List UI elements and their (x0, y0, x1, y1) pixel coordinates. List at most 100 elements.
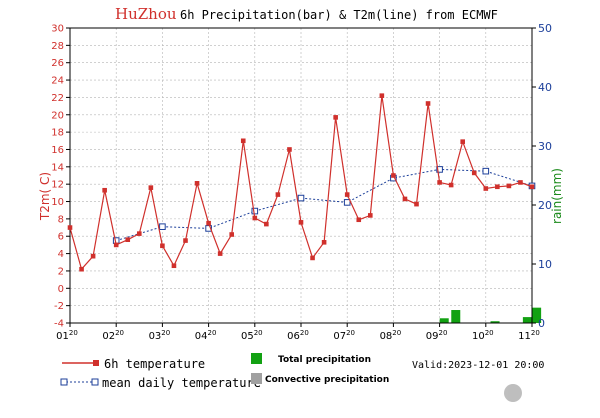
legend-total-precip-label: Total precipitation (278, 355, 371, 365)
watermark-logo: 浙江天气 (504, 384, 574, 402)
x-tick-label-1: 0220 (102, 329, 124, 342)
legend-mean-label: mean daily temperature (102, 376, 261, 390)
temp6h-point-25 (356, 217, 362, 223)
temp6h-point-11 (194, 181, 200, 186)
y2-tick-label-3: 30 (538, 140, 552, 153)
x-tick-label-9: 1020 (472, 329, 494, 342)
x-axis-ticks: 0120 0220 0320 0420 0520 0620 0720 0820 0920 1020… (56, 323, 540, 342)
legend-mean-marker-left (60, 378, 68, 386)
temp6h-point-28 (391, 173, 396, 178)
valid-time: Valid:2023-12-01 20:00 (412, 360, 544, 371)
temp6h-point-1 (79, 266, 84, 272)
temp6h-point-2 (90, 253, 96, 259)
temp6h-point-24 (344, 192, 350, 197)
y-tick-label-7: 10 (51, 197, 64, 208)
temp6h-point-19 (287, 147, 292, 152)
watermark-text: 浙江天气 (526, 385, 574, 400)
y-axis-label-right: rain(mm) (550, 168, 564, 224)
temp6h-point-38 (506, 183, 512, 189)
x-tick-label-8: 0920 (426, 329, 448, 342)
temp6h-point-31 (425, 101, 431, 106)
temp6h-point-13 (217, 251, 223, 256)
temp6h-point-15 (240, 138, 246, 144)
y-tick-label-1: -2 (54, 301, 64, 312)
y2-tick-label-5: 50 (538, 22, 552, 35)
watermark-icon (504, 384, 522, 402)
temp6h-point-9 (171, 263, 177, 269)
right-axis-ticks: 0 10 20 30 40 50 (532, 22, 552, 330)
y-tick-label-3: 2 (58, 266, 64, 277)
temp6h-point-5 (125, 237, 131, 243)
y-tick-label-8: 12 (51, 180, 64, 191)
temp6h-point-17 (264, 221, 269, 227)
y-axis-label-left: T2m( C) (38, 172, 52, 221)
legend-temp6h-marker (93, 360, 99, 366)
temp6h-point-22 (321, 240, 327, 245)
mean-temp-point-8 (482, 167, 490, 175)
grid-lines (69, 27, 533, 324)
temp6h-point-8 (160, 243, 165, 249)
temp6h-point-33 (448, 182, 454, 188)
y-tick-label-15: 26 (51, 58, 64, 69)
y-tick-label-13: 22 (51, 93, 64, 104)
precip-bar-3 (522, 317, 532, 323)
chart-title: 6h Precipitation(bar) & T2m(line) from E… (180, 8, 498, 22)
y-tick-label-11: 18 (51, 128, 64, 139)
mean-temp-point-1 (159, 223, 166, 230)
temp6h-point-34 (460, 139, 465, 144)
y-tick-label-9: 14 (51, 162, 64, 173)
temp6h-point-36 (483, 186, 489, 191)
y-tick-label-6: 8 (58, 214, 64, 225)
temp6h-point-16 (252, 215, 258, 221)
mean-temp-point-2 (205, 225, 212, 232)
y2-tick-label-4: 40 (538, 81, 552, 94)
temp6h-point-35 (471, 170, 477, 176)
temp6h-point-4 (113, 242, 119, 248)
temp6h-point-23 (333, 115, 338, 120)
temp6h-point-30 (414, 201, 419, 207)
legend-total-precip-swatch (251, 353, 262, 364)
x-tick-label-2: 0320 (149, 329, 171, 342)
legend: 6h temperature mean daily temperature To… (60, 353, 544, 390)
precipitation-bars (439, 307, 542, 323)
temp6h-point-32 (437, 180, 442, 185)
temperature-series (67, 93, 536, 272)
temp6h-point-39 (518, 180, 523, 185)
temp6h-point-26 (368, 213, 373, 218)
temp6h-point-18 (275, 192, 281, 197)
mean-temp-point-4 (297, 194, 305, 202)
temp6h-point-10 (183, 238, 188, 243)
mean-temp-point-7 (436, 166, 443, 173)
temp6h-point-37 (495, 184, 500, 190)
x-tick-label-6: 0720 (333, 329, 355, 342)
y-tick-label-4: 4 (58, 249, 64, 260)
y-tick-label-16: 28 (51, 41, 64, 52)
y-tick-label-12: 20 (51, 110, 64, 121)
mean-temp-point-5 (343, 199, 351, 206)
temp6h-point-0 (67, 225, 73, 230)
legend-conv-precip-swatch (251, 373, 262, 384)
y2-tick-label-1: 10 (538, 258, 552, 271)
y-tick-label-0: -4 (54, 319, 64, 330)
temp6h-point-40 (529, 184, 535, 190)
temp6h-point-29 (402, 196, 408, 202)
y-tick-label-17: 30 (51, 24, 64, 35)
y-tick-label-2: 0 (58, 284, 64, 295)
x-tick-label-3: 0420 (195, 329, 217, 342)
y2-tick-label-2: 20 (538, 199, 552, 212)
y-tick-label-14: 24 (51, 76, 64, 87)
x-tick-label-5: 0620 (287, 329, 309, 342)
temp6h-point-14 (229, 232, 234, 237)
legend-conv-precip-label: Convective precipitation (265, 375, 389, 385)
chart-title-city: HuZhou (115, 5, 177, 23)
precip-bar-4 (532, 307, 542, 323)
y2-tick-label-0: 0 (538, 317, 545, 330)
temp6h-point-6 (137, 231, 142, 236)
legend-mean-marker-right (91, 378, 99, 386)
y-tick-label-5: 6 (58, 232, 64, 243)
temp6h-point-27 (379, 93, 385, 98)
temp6h-point-7 (148, 185, 154, 190)
y-tick-label-10: 16 (51, 145, 64, 156)
